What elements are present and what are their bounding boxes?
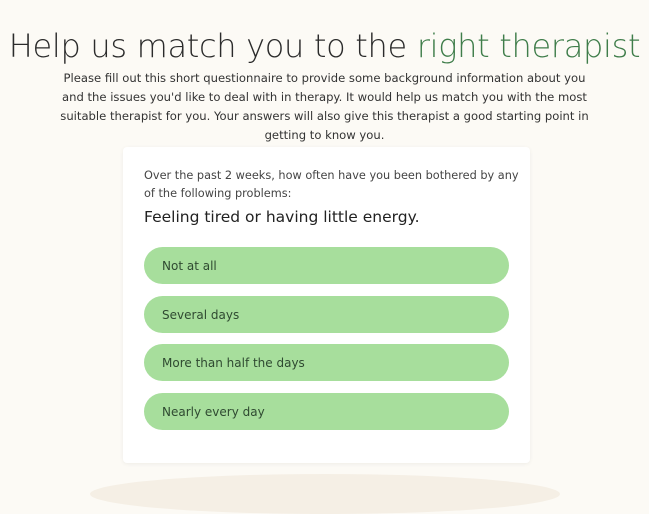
question-card: Over the past 2 weeks, how often have yo… <box>123 147 530 463</box>
option-more-than-half[interactable]: More than half the days <box>144 344 509 381</box>
page-title: Help us match you to the right therapist <box>0 27 649 65</box>
title-prefix: Help us match you to the <box>8 27 417 66</box>
intro-text: Please fill out this short questionnaire… <box>60 71 589 142</box>
option-nearly-every-day[interactable]: Nearly every day <box>144 393 509 430</box>
decorative-arc <box>90 474 560 514</box>
question-prompt: Over the past 2 weeks, how often have yo… <box>144 169 519 200</box>
option-not-at-all[interactable]: Not at all <box>144 247 509 284</box>
question-text: Feeling tired or having little energy. <box>144 208 420 226</box>
option-several-days[interactable]: Several days <box>144 296 509 333</box>
title-accent: right therapist <box>416 27 641 66</box>
